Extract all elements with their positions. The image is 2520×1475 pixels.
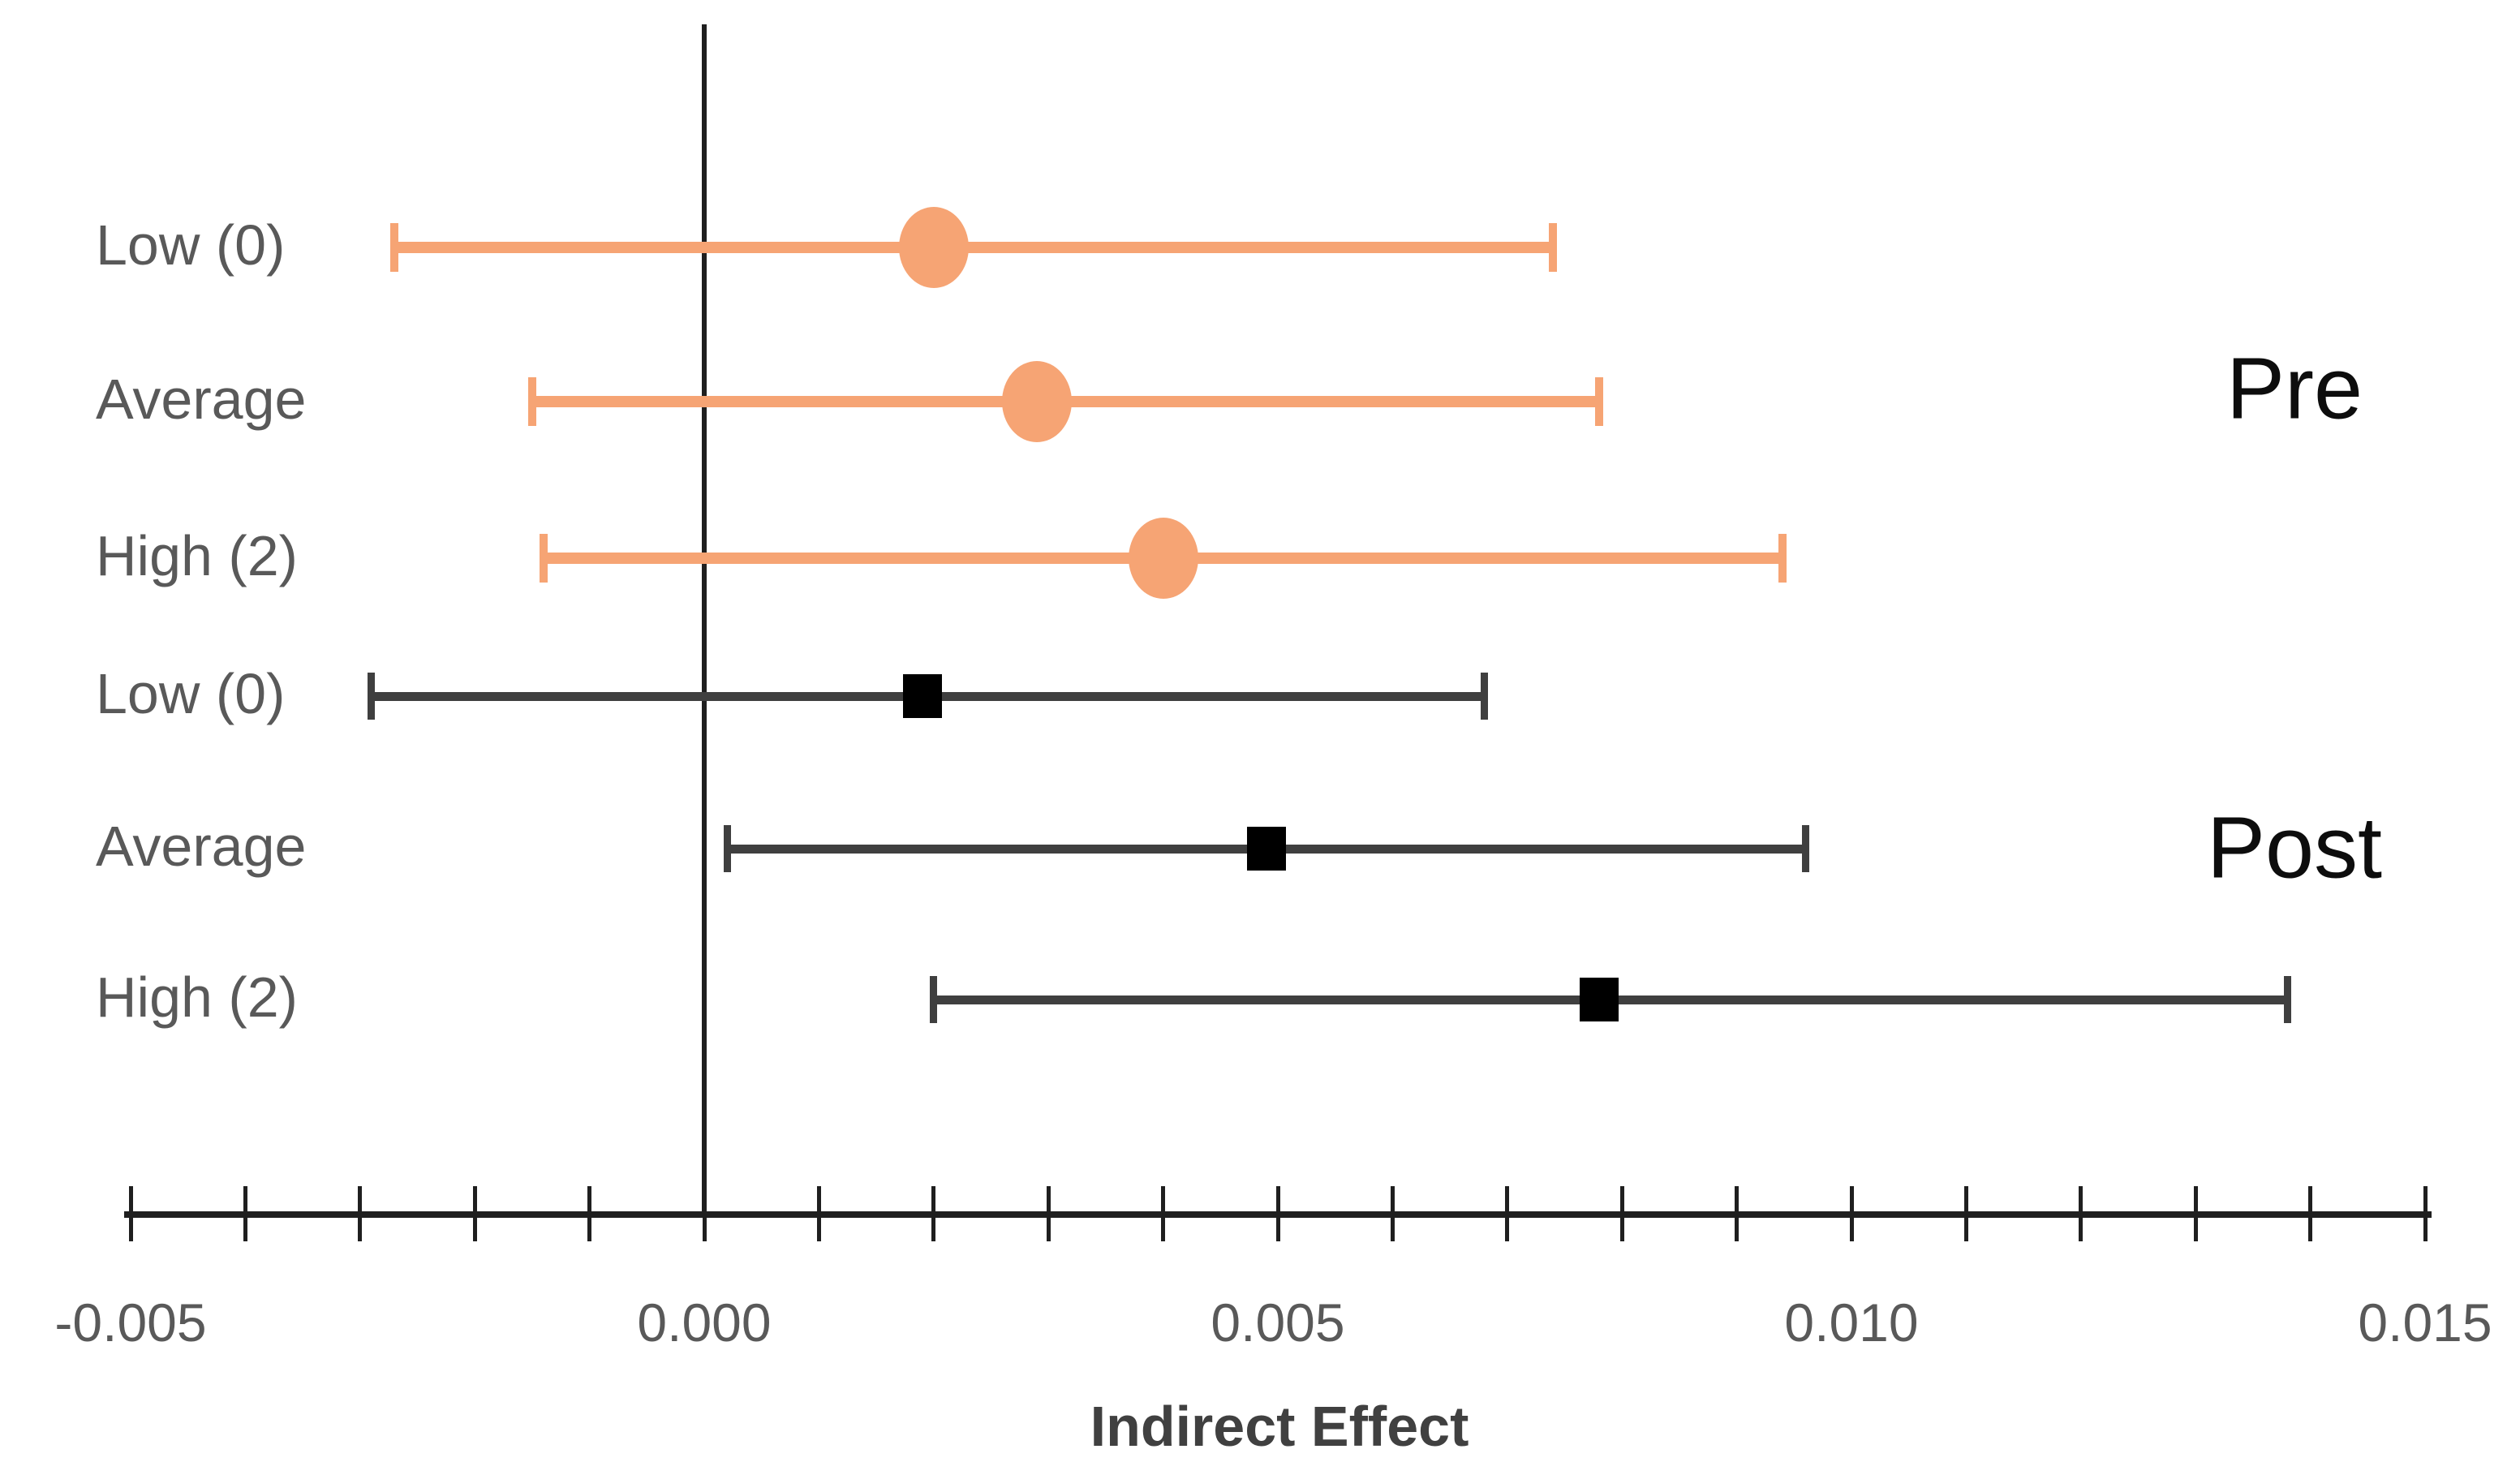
category-label: High (2) <box>96 523 298 587</box>
x-axis-tick <box>931 1186 936 1241</box>
x-axis-tick <box>472 1186 477 1241</box>
estimate-marker-circle <box>898 207 969 288</box>
x-axis-tick-label: 0.015 <box>2358 1292 2492 1352</box>
x-axis-tick <box>1505 1186 1510 1241</box>
category-label: Low (0) <box>96 661 286 725</box>
x-axis-tick <box>358 1186 363 1241</box>
category-label: Average <box>96 367 307 431</box>
group-annotation-post: Post <box>2206 798 2383 897</box>
error-bar-cap-low <box>540 534 548 583</box>
x-axis-tick <box>1390 1186 1395 1241</box>
x-axis-tick <box>1849 1186 1854 1241</box>
x-axis-tick <box>2423 1186 2428 1241</box>
error-bar-cap-high <box>1778 534 1787 583</box>
error-bar-cap-high <box>1594 377 1603 426</box>
x-axis-tick <box>1735 1186 1739 1241</box>
x-axis-tick <box>2308 1186 2313 1241</box>
category-label: Average <box>96 814 307 878</box>
estimate-marker-square <box>1246 827 1286 871</box>
category-label: Low (0) <box>96 213 286 277</box>
estimate-marker-square <box>902 674 942 718</box>
group-annotation-pre: Pre <box>2225 338 2363 437</box>
x-axis-tick-label: 0.005 <box>1211 1292 1345 1352</box>
x-axis-tick <box>1619 1186 1624 1241</box>
x-axis-tick-label: -0.005 <box>54 1292 207 1352</box>
x-axis-tick <box>1275 1186 1280 1241</box>
error-bar-cap-low <box>390 223 399 272</box>
x-axis-tick <box>1046 1186 1051 1241</box>
error-bar-cap-low <box>930 976 938 1023</box>
error-bar-cap-high <box>1549 223 1558 272</box>
x-axis-tick <box>702 1186 707 1241</box>
x-axis-tick <box>2079 1186 2084 1241</box>
x-axis-tick-label: 0.000 <box>637 1292 772 1352</box>
category-label: High (2) <box>96 965 298 1029</box>
error-bar-cap-low <box>368 673 376 720</box>
estimate-marker-square <box>1579 978 1619 1021</box>
estimate-marker-circle <box>1128 518 1198 599</box>
x-axis-tick <box>1963 1186 1968 1241</box>
x-axis-title: Indirect Effect <box>1090 1395 1469 1458</box>
error-bar-cap-high <box>2283 976 2291 1023</box>
error-bar-cap-low <box>527 377 536 426</box>
zero-reference-line <box>702 24 707 1218</box>
x-axis-tick <box>1161 1186 1166 1241</box>
x-axis-tick <box>587 1186 592 1241</box>
error-bar-cap-high <box>1801 825 1809 872</box>
x-axis-tick <box>816 1186 821 1241</box>
x-axis-tick <box>243 1186 247 1241</box>
error-bar-cap-high <box>1481 673 1489 720</box>
x-axis-tick-label: 0.010 <box>1784 1292 1919 1352</box>
error-bar-cap-low <box>723 825 731 872</box>
x-axis-tick <box>2193 1186 2198 1241</box>
x-axis-tick <box>128 1186 133 1241</box>
estimate-marker-circle <box>1002 361 1073 442</box>
error-bar <box>394 242 1554 253</box>
